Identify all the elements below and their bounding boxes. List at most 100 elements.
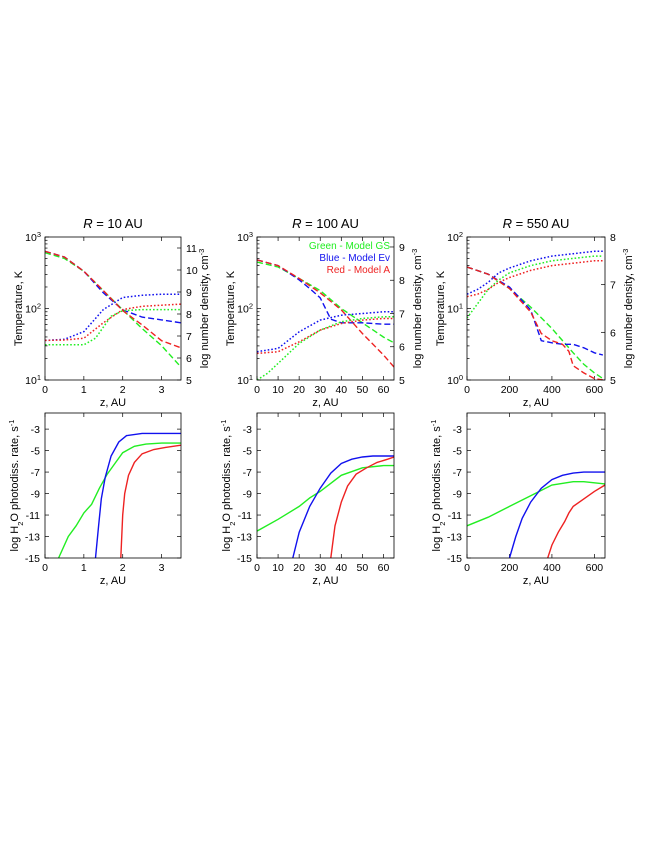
series-line-green [57,442,181,558]
y2-tick-label: 7 [399,308,405,320]
series-line-blue [292,455,394,558]
y2-tick-label: 8 [399,275,405,287]
y-tick-label: -7 [453,467,462,479]
series-line-blue-density [257,311,394,353]
plot-frame [466,412,606,559]
x-tick-label: 30 [314,384,326,396]
y2-tick-label: 7 [186,331,192,343]
x-tick-label: 0 [254,384,260,396]
series-line-green-density [257,316,394,380]
x-tick-label: 50 [357,384,369,396]
y-axis-label: log H2O photodiss. rate, s-1 [219,420,237,552]
panel-title: R = 550 AU [503,216,570,231]
plot-frame [44,412,182,559]
x-tick-label: 0 [464,562,470,574]
series-line-blue-temperature [467,266,604,356]
plot-frame [256,236,395,381]
series-line-green [257,464,394,532]
series-line-red-density [257,317,394,355]
series-group [257,259,394,380]
plot-frame [44,236,182,381]
y-tick-label: 102 [237,301,253,316]
panel-title: R = 10 AU [83,216,143,231]
y-tick-label: -11 [238,510,253,522]
y-tick-label: 101 [237,373,253,388]
series-group [467,471,605,558]
x-tick-label: 60 [378,562,390,574]
y2-axis-label: log number density, cm-3 [410,249,425,369]
x-tick-label: 400 [543,384,561,396]
y-axis-label: Temperature, K [435,270,447,346]
series-group [467,250,604,380]
y-axis-label: Temperature, K [225,270,237,346]
y-tick-label: -5 [243,446,252,458]
x-axis-label: z, AU [312,397,338,409]
x-axis-label: z, AU [523,397,549,409]
y-tick-label: -3 [453,424,462,436]
y-tick-label: -5 [31,446,40,458]
x-tick-label: 200 [501,562,519,574]
x-axis-label: z, AU [523,575,549,587]
series-line-blue [94,432,181,558]
y-tick-label: -9 [453,489,462,501]
y2-tick-label: 5 [399,375,405,387]
x-tick-label: 30 [314,562,326,574]
x-tick-label: 40 [335,562,347,574]
x-tick-label: 0 [42,562,48,574]
y-tick-label: -13 [25,532,40,544]
series-line-blue-density [45,293,181,342]
y-axis-label: log H2O photodiss. rate, s-1 [429,420,447,552]
x-tick-label: 10 [272,562,284,574]
y2-tick-label: 6 [186,353,192,365]
series-line-green-density [45,308,181,346]
series-line-blue [508,471,605,558]
y-tick-label: 103 [25,230,41,245]
series-line-blue-temperature [45,250,181,324]
x-tick-label: 20 [293,384,305,396]
series-line-red-temperature [45,250,181,349]
plot-frame [256,412,395,559]
series-line-red-temperature [257,259,394,368]
y2-tick-label: 11 [186,243,197,255]
y-tick-label: -7 [31,467,40,479]
series-group [57,432,181,558]
legend-entry-blue: Blue - Model Ev [319,253,390,264]
y2-tick-label: 5 [610,375,616,387]
y2-tick-label: 5 [186,375,192,387]
x-tick-label: 3 [159,384,165,396]
series-line-red [120,444,181,558]
legend-entry-green: Green - Model GS [309,241,390,252]
x-tick-label: 10 [272,384,284,396]
y-tick-label: 102 [25,301,41,316]
y-tick-label: 101 [25,373,41,388]
series-line-blue-density [467,250,603,295]
y-tick-label: -15 [25,553,40,565]
x-tick-label: 50 [357,562,369,574]
x-tick-label: 200 [501,384,519,396]
y2-tick-label: 10 [186,265,198,277]
y2-axis-label: log number density, cm-3 [197,249,212,369]
y2-axis-label: log number density, cm-3 [621,249,636,369]
panel-1: R = 10 AU 0 1 2 3 z, AU 101 102 103 5 6 7 8 9 10 11 Temp… [13,216,211,409]
y-tick-label: 102 [447,230,463,245]
plot-frame [466,236,606,381]
x-tick-label: 600 [586,562,604,574]
panel-2: R = 100 AU 0 10 20 30 40 50 60 z, AU 101 102 103 5 6 7… [225,216,424,409]
y-tick-label: 103 [237,230,253,245]
legend-entry-red: Red - Model A [327,265,391,276]
x-axis-label: z, AU [100,575,126,587]
y-tick-label: -11 [448,510,463,522]
y-tick-label: 101 [447,301,463,316]
y2-tick-label: 8 [610,232,616,244]
y-tick-label: -3 [243,424,252,436]
y-tick-label: -11 [26,510,41,522]
series-group [45,250,181,368]
y2-tick-label: 7 [610,280,616,292]
y-tick-label: 100 [447,373,463,388]
y-tick-label: -9 [31,489,40,501]
x-tick-label: 600 [586,384,604,396]
